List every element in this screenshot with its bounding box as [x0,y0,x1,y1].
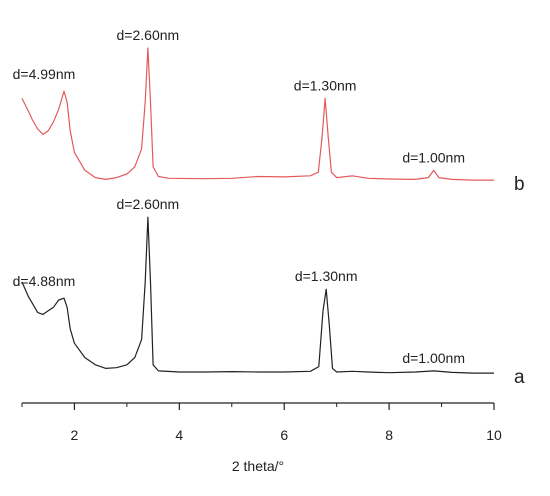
x-tick-label: 6 [280,427,288,443]
series-tag-b: b [514,174,525,195]
series-line-b [21,47,494,181]
peak-annotation: d=1.00nm [402,350,465,366]
x-tick-label: 8 [385,427,393,443]
peak-annotation: d=1.00nm [402,149,465,165]
series-tag-a: a [514,367,525,388]
peak-annotation: d=4.88nm [13,273,76,289]
peak-annotation: d=2.60nm [117,196,180,212]
annotation-layer: b d=4.99nm d=2.60nm d=1.30nm d=1.00nm a d=4.88… [13,27,525,388]
x-axis: 2 4 6 8 10 [21,402,502,443]
series-line-a [21,216,494,374]
peak-annotation: d=1.30nm [294,77,357,93]
x-tick-label: 2 [71,427,79,443]
x-axis-title: 2 theta/° [232,458,284,474]
x-tick-label: 10 [486,427,502,443]
peak-annotation: d=4.99nm [13,66,76,82]
peak-annotation: d=2.60nm [117,27,180,43]
series-layer [21,47,494,374]
x-tick-label: 4 [175,427,183,443]
peak-annotation: d=1.30nm [295,268,358,284]
